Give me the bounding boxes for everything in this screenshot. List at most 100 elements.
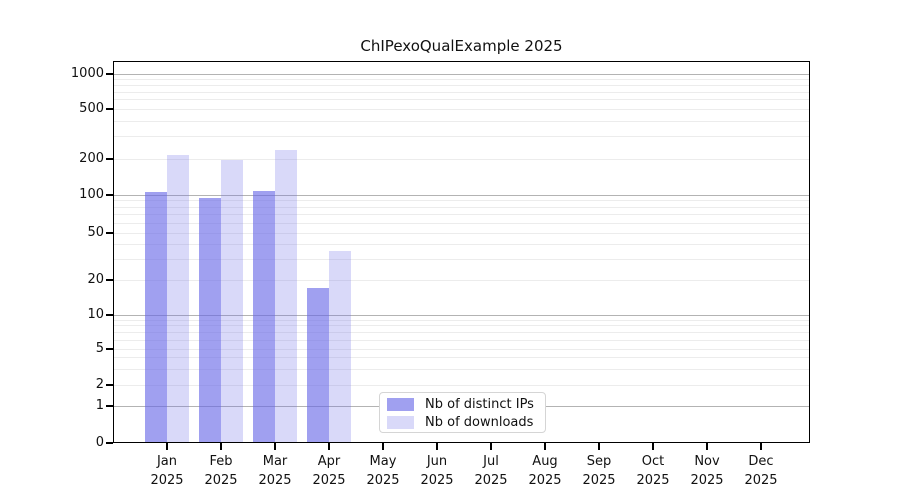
x-tick-dec: [760, 443, 762, 450]
legend-label: Nb of distinct IPs: [425, 396, 534, 412]
x-tick-label-may: May 2025: [356, 452, 410, 490]
legend-row-downloads: Nb of downloads: [387, 415, 537, 430]
bar-ips-jan: [144, 192, 167, 443]
y-tick-50: [106, 232, 113, 234]
gridline-400: [114, 120, 809, 122]
legend-swatch-icon: [387, 415, 414, 429]
month-label: Jan: [156, 454, 178, 469]
month-label: Mar: [262, 454, 288, 469]
y-tick-0: [106, 442, 113, 444]
y-tick-1: [106, 405, 113, 407]
y-tick-label-1000: 1000: [70, 66, 104, 81]
gridline-60: [114, 222, 809, 224]
y-tick-label-1: 1: [95, 398, 104, 413]
y-tick-10: [106, 314, 113, 316]
gridline-4: [114, 357, 809, 359]
x-tick-may: [382, 443, 384, 450]
y-tick-label-2: 2: [95, 377, 104, 392]
y-tick-label-100: 100: [79, 187, 104, 202]
legend-row-distinct-ips: Nb of distinct IPs: [387, 397, 537, 412]
x-tick-apr: [328, 443, 330, 450]
y-tick-20: [106, 279, 113, 281]
month-label: Feb: [209, 454, 233, 469]
y-tick-label-0: 0: [95, 435, 104, 450]
year-label: 2025: [150, 473, 184, 488]
plot-area: [113, 61, 810, 443]
x-tick-jan: [166, 443, 168, 450]
month-label: Nov: [694, 454, 720, 469]
year-label: 2025: [690, 473, 724, 488]
gridline-90: [114, 200, 809, 202]
x-tick-label-jul: Jul 2025: [464, 452, 518, 490]
gridline-9: [114, 319, 809, 321]
legend: Nb of distinct IPs Nb of downloads: [379, 392, 546, 433]
y-tick-label-5: 5: [95, 341, 104, 356]
month-label: Sep: [586, 454, 612, 469]
x-tick-feb: [220, 443, 222, 450]
gridline-900: [114, 78, 809, 80]
year-label: 2025: [258, 473, 292, 488]
year-label: 2025: [582, 473, 616, 488]
year-label: 2025: [744, 473, 778, 488]
x-tick-label-oct: Oct 2025: [626, 452, 680, 490]
month-label: Jun: [426, 454, 448, 469]
year-label: 2025: [636, 473, 670, 488]
month-label: Aug: [532, 454, 558, 469]
x-tick-label-apr: Apr 2025: [302, 452, 356, 490]
gridline-500: [114, 108, 809, 110]
y-tick-label-20: 20: [87, 272, 104, 287]
x-tick-label-jan: Jan 2025: [140, 452, 194, 490]
y-tick-label-500: 500: [79, 101, 104, 116]
gridline-600: [114, 99, 809, 101]
gridline-30: [114, 258, 809, 260]
year-label: 2025: [420, 473, 454, 488]
y-tick-2: [106, 384, 113, 386]
x-tick-nov: [706, 443, 708, 450]
bar-ips-mar: [252, 191, 275, 443]
x-tick-label-mar: Mar 2025: [248, 452, 302, 490]
year-label: 2025: [204, 473, 238, 488]
month-label: Oct: [641, 454, 665, 469]
year-label: 2025: [366, 473, 400, 488]
x-tick-label-nov: Nov 2025: [680, 452, 734, 490]
bar-downloads-apr: [328, 250, 351, 443]
gridline-6: [114, 339, 809, 341]
month-label: Dec: [748, 454, 774, 469]
month-label: Apr: [317, 454, 341, 469]
y-tick-label-10: 10: [87, 307, 104, 322]
gridline-50: [114, 232, 809, 234]
gridline-100: [114, 194, 809, 196]
gridline-5: [114, 348, 809, 350]
chart-title: ChIPexoQualExample 2025: [360, 37, 563, 55]
gridline-3: [114, 368, 809, 370]
legend-swatch-icon: [387, 397, 414, 411]
legend-label: Nb of downloads: [425, 414, 534, 430]
x-tick-label-jun: Jun 2025: [410, 452, 464, 490]
y-tick-1000: [106, 73, 113, 75]
x-tick-sep: [598, 443, 600, 450]
gridline-40: [114, 243, 809, 245]
x-tick-mar: [274, 443, 276, 450]
y-tick-100: [106, 194, 113, 196]
x-tick-label-aug: Aug 2025: [518, 452, 572, 490]
x-tick-label-dec: Dec 2025: [734, 452, 788, 490]
gridline-10: [114, 314, 809, 316]
y-tick-200: [106, 158, 113, 160]
gridline-800: [114, 84, 809, 86]
year-label: 2025: [528, 473, 562, 488]
y-tick-5: [106, 348, 113, 350]
y-tick-label-200: 200: [79, 151, 104, 166]
y-tick-500: [106, 108, 113, 110]
bar-ips-apr: [306, 287, 329, 443]
x-tick-jun: [436, 443, 438, 450]
month-label: Jul: [483, 454, 499, 469]
x-tick-oct: [652, 443, 654, 450]
gridline-70: [114, 214, 809, 216]
y-tick-label-50: 50: [87, 225, 104, 240]
gridline-300: [114, 136, 809, 138]
x-tick-label-sep: Sep 2025: [572, 452, 626, 490]
x-tick-label-feb: Feb 2025: [194, 452, 248, 490]
gridline-200: [114, 158, 809, 160]
bar-downloads-mar: [274, 150, 297, 443]
month-label: May: [369, 454, 397, 469]
